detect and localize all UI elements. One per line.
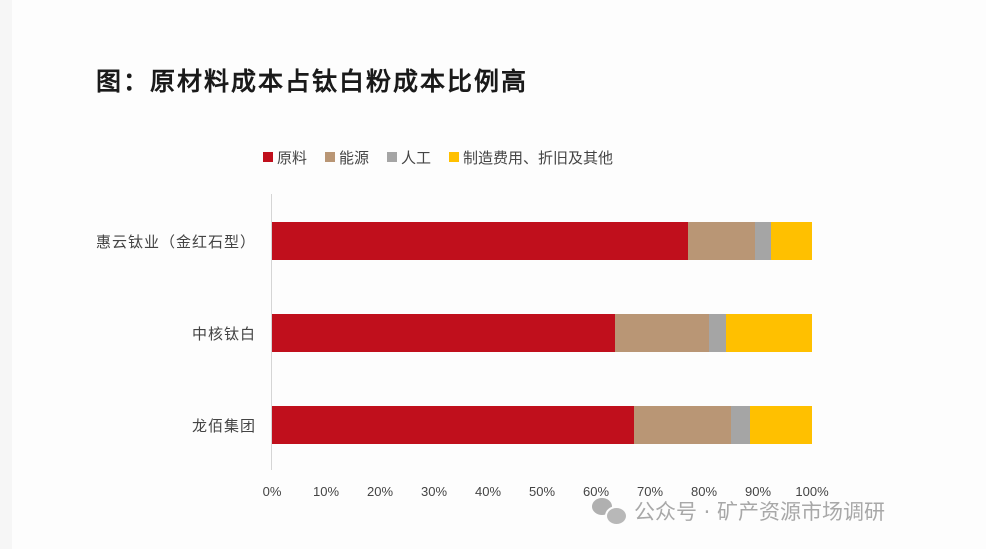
x-tick-label: 90% xyxy=(744,484,772,499)
legend-swatch xyxy=(387,152,398,162)
bar-segment xyxy=(730,406,750,444)
legend-item: 原料 xyxy=(263,147,307,168)
chart-title: 图：原材料成本占钛白粉成本比例高 xyxy=(96,67,529,96)
x-tick-label: 40% xyxy=(474,484,502,499)
x-tick-label: 50% xyxy=(528,484,556,499)
x-tick-label: 80% xyxy=(690,484,718,499)
category-label: 龙佰集团 xyxy=(191,417,256,435)
x-tick-label: 70% xyxy=(636,484,664,499)
bar-segment xyxy=(725,314,812,352)
bar-segment xyxy=(709,314,726,352)
watermark: 公众号 · 矿产资源市场调研 xyxy=(592,496,885,526)
x-tick-label: 20% xyxy=(366,484,394,499)
legend-item: 能源 xyxy=(325,147,369,168)
category-label: 中核钛白 xyxy=(191,325,256,343)
legend-swatch xyxy=(449,152,460,162)
left-margin-strip xyxy=(0,0,12,549)
bar-segment xyxy=(272,406,634,444)
category-label: 惠云钛业（金红石型） xyxy=(95,233,256,251)
bar-segment xyxy=(614,314,710,352)
bar-segment xyxy=(633,406,731,444)
chart-legend: 原料 能源 人工 制造费用、折旧及其他 xyxy=(263,147,631,167)
bar-segment xyxy=(749,406,812,444)
bar-segment xyxy=(687,222,756,260)
legend-label: 人工 xyxy=(401,148,432,167)
x-tick-label: 100% xyxy=(795,484,829,499)
bar-segment xyxy=(771,222,812,260)
x-tick-label: 30% xyxy=(420,484,448,499)
bar-segment xyxy=(272,222,688,260)
bar-segment xyxy=(272,314,615,352)
legend-label: 制造费用、折旧及其他 xyxy=(463,148,614,167)
wechat-icon xyxy=(592,498,628,526)
bar-row xyxy=(272,314,812,352)
legend-swatch xyxy=(325,152,336,162)
legend-label: 能源 xyxy=(339,148,370,167)
bar-row xyxy=(272,222,812,260)
legend-item: 制造费用、折旧及其他 xyxy=(449,147,613,168)
x-tick-label: 0% xyxy=(262,484,282,499)
x-tick-label: 10% xyxy=(312,484,340,499)
bar-segment xyxy=(755,222,772,260)
legend-swatch xyxy=(263,152,273,162)
x-tick-label: 60% xyxy=(582,484,610,499)
y-axis-line xyxy=(271,194,272,470)
legend-label: 原料 xyxy=(277,148,308,167)
bar-row xyxy=(272,406,812,444)
watermark-text: 公众号 · 矿产资源市场调研 xyxy=(634,500,886,524)
legend-item: 人工 xyxy=(387,147,431,168)
